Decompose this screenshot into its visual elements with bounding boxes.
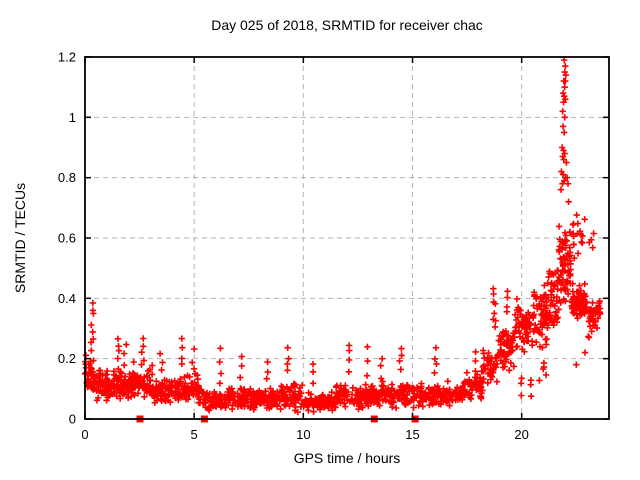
- tick-labels: 0 5 10 15 20 0 0.2 0.4 0.6 0.8 1 1.2: [58, 50, 529, 443]
- chart-title: Day 025 of 2018, SRMTID for receiver cha…: [211, 17, 483, 33]
- data-points: [81, 56, 604, 416]
- x-tick-label: 10: [296, 427, 310, 442]
- x-axis-label: GPS time / hours: [294, 450, 401, 466]
- y-tick-label: 0: [69, 412, 76, 427]
- y-tick-label: 0.8: [58, 170, 76, 185]
- y-tick-label: 1: [69, 110, 76, 125]
- x-tick-label: 0: [81, 427, 88, 442]
- x-tick-label: 20: [514, 427, 528, 442]
- y-tick-label: 1.2: [58, 50, 76, 65]
- y-axis-label: SRMTID / TECUs: [12, 183, 28, 293]
- y-tick-label: 0.2: [58, 351, 76, 366]
- gridlines: [85, 57, 609, 419]
- x-tick-label: 5: [191, 427, 198, 442]
- tick-marks: [84, 56, 609, 420]
- x-tick-label: 15: [405, 427, 419, 442]
- y-tick-label: 0.6: [58, 231, 76, 246]
- y-tick-label: 0.4: [58, 291, 76, 306]
